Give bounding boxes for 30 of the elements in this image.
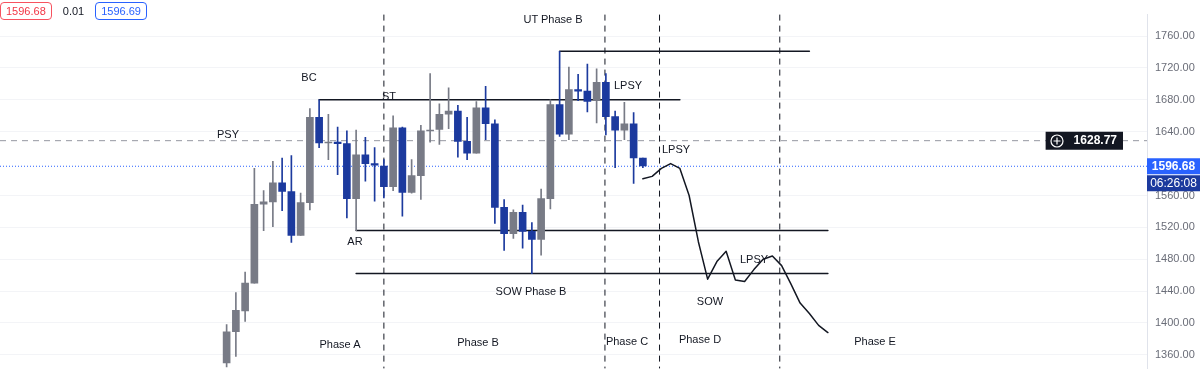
y-tick-label: 1640.00 — [1155, 124, 1195, 137]
annotation: PSY — [216, 128, 240, 141]
ref-line-label: 1628.77 — [1073, 133, 1118, 147]
y-tick-label: 1680.00 — [1155, 92, 1195, 105]
annotation: BC — [301, 71, 317, 84]
annotation: LPSY — [661, 143, 691, 156]
annotation: SOW — [696, 295, 724, 308]
y-tick-label: 1440.00 — [1155, 284, 1195, 297]
annotation: Phase B — [457, 336, 499, 349]
y-tick-label: 1360.00 — [1155, 347, 1195, 360]
annotation: Phase A — [319, 338, 362, 351]
annotation: AR — [347, 235, 363, 248]
ref-line-label: 1596.68 — [1151, 158, 1196, 173]
annotation: 1596.69 — [95, 2, 147, 20]
annotation: LPSY — [613, 79, 643, 92]
annotation: Phase C — [605, 335, 649, 348]
y-tick-label: 1560.00 — [1155, 188, 1195, 201]
y-tick-label: 1400.00 — [1155, 316, 1195, 329]
y-tick-label: 1480.00 — [1155, 252, 1195, 265]
annotation: Phase D — [678, 333, 722, 346]
annotation: UT Phase B — [523, 13, 583, 26]
y-tick-label: 1760.00 — [1155, 29, 1195, 42]
annotation: 0.01 — [61, 4, 86, 19]
y-tick-label: 1520.00 — [1155, 220, 1195, 233]
annotation: SOW Phase B — [495, 285, 567, 298]
annotation: 1596.68 — [0, 2, 52, 20]
annotation: LPSY — [739, 253, 769, 266]
annotation: Phase E — [854, 335, 896, 348]
text: 06:26:08 — [1150, 175, 1198, 190]
y-tick-label: 1720.00 — [1155, 61, 1195, 74]
